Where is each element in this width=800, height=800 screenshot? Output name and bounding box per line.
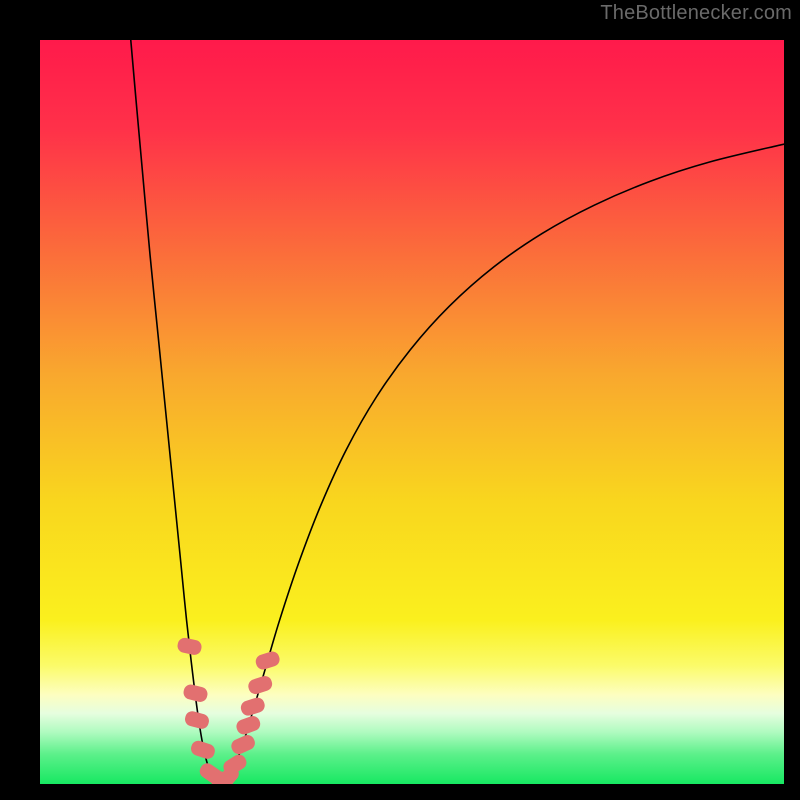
- plot-background: [40, 40, 784, 784]
- chart-outer-frame: TheBottlenecker.com: [0, 0, 800, 800]
- watermark-label: TheBottlenecker.com: [600, 2, 792, 25]
- plot-area: [40, 40, 784, 784]
- plot-svg: [40, 40, 784, 784]
